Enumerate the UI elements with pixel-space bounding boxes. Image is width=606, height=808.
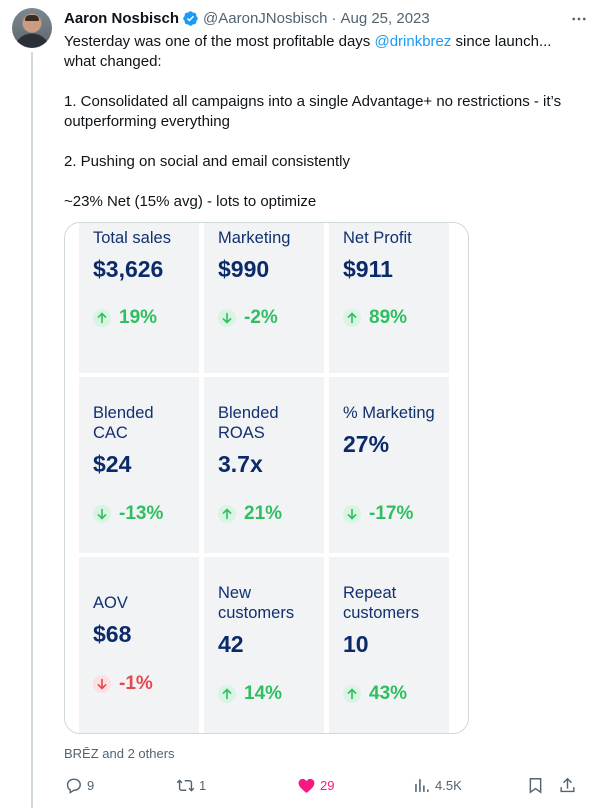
metric-label: Total sales — [93, 229, 171, 247]
metric-label: % Marketing — [343, 404, 435, 422]
bookmark-icon[interactable] — [526, 776, 545, 795]
repost-count: 1 — [199, 778, 207, 793]
views-button[interactable]: 4.5K — [412, 776, 462, 795]
view-count: 4.5K — [435, 778, 462, 793]
metric-change-value: -17% — [369, 503, 414, 524]
arrow-down-icon — [218, 309, 236, 327]
action-bar: 9 1 29 4.5K — [64, 774, 594, 796]
metric-value: 10 — [343, 631, 369, 657]
metric-label: Repeat customers — [343, 584, 420, 622]
like-button[interactable]: 29 — [297, 776, 334, 795]
metrics-image[interactable]: Total sales $3,626 19% Marketing $990 -2% Net … — [64, 222, 469, 734]
heart-filled-icon — [298, 778, 315, 793]
tweet: Aaron Nosbisch @AaronJNosbisch · Aug 25,… — [64, 8, 594, 794]
arrow-up-icon — [93, 309, 111, 327]
thread-line — [31, 52, 33, 808]
metric-change: -17% — [343, 503, 413, 525]
tweet-text-rest: since launch... what changed: 1. Consoli… — [64, 33, 562, 210]
metric-change: -2% — [218, 307, 278, 329]
metric-change: -13% — [93, 503, 163, 525]
metric-tile: Blended ROAS 3.7x 21% — [204, 377, 324, 553]
metric-change: 21% — [218, 503, 282, 525]
metric-value: 3.7x — [218, 451, 263, 477]
metric-label: Marketing — [218, 229, 291, 247]
metrics-grid: Total sales $3,626 19% Marketing $990 -2% Net … — [79, 223, 449, 733]
tweet-header: Aaron Nosbisch @AaronJNosbisch · Aug 25,… — [64, 8, 594, 28]
metric-value: 27% — [343, 431, 390, 457]
repost-icon — [176, 779, 195, 792]
metric-change-value: -1% — [119, 673, 153, 694]
metric-change: 14% — [218, 683, 282, 705]
share-icon[interactable] — [558, 776, 577, 795]
metric-change-value: 19% — [119, 307, 158, 328]
metric-change: 89% — [343, 307, 407, 329]
views-chart-icon — [415, 779, 429, 792]
metric-tile: Blended CAC $24 -13% — [79, 377, 199, 553]
author-name[interactable]: Aaron Nosbisch — [64, 9, 180, 27]
metric-change-value: 21% — [244, 503, 283, 524]
metric-tile: Repeat customers 10 43% — [329, 557, 449, 733]
arrow-down-icon — [343, 505, 361, 523]
metric-value: $68 — [93, 621, 132, 647]
arrow-up-icon — [218, 505, 236, 523]
separator: · — [331, 9, 337, 27]
metric-change-value: -13% — [119, 503, 164, 524]
metric-tile: % Marketing 27% -17% — [329, 377, 449, 553]
avatar[interactable] — [12, 8, 52, 48]
metric-value: 42 — [218, 631, 244, 657]
arrow-up-icon — [343, 309, 361, 327]
metric-change-value: -2% — [244, 307, 278, 328]
metric-value: $990 — [218, 256, 270, 282]
metric-tile: Net Profit $911 89% — [329, 223, 449, 373]
arrow-up-icon — [218, 685, 236, 703]
metric-change: 19% — [93, 307, 157, 329]
tweet-text: Yesterday was one of the most profitable… — [64, 32, 594, 212]
more-options-icon[interactable] — [570, 10, 588, 28]
metric-change: 43% — [343, 683, 407, 705]
metric-change-value: 89% — [369, 307, 408, 328]
reply-button[interactable]: 9 — [64, 776, 94, 795]
arrow-down-icon — [93, 505, 111, 523]
reply-count: 9 — [87, 778, 95, 793]
like-count: 29 — [320, 778, 335, 793]
metric-change: -1% — [93, 673, 153, 695]
metric-tile: AOV $68 -1% — [79, 557, 199, 733]
metric-label: New customers — [218, 584, 295, 622]
liked-by-text[interactable]: BRĒZ and 2 others — [64, 746, 175, 761]
post-date[interactable]: Aug 25, 2023 — [340, 9, 430, 27]
metric-label: AOV — [93, 594, 128, 612]
metric-change-value: 14% — [244, 683, 283, 704]
author-handle[interactable]: @AaronJNosbisch — [203, 9, 328, 27]
metric-value: $24 — [93, 451, 132, 477]
arrow-down-icon — [93, 675, 111, 693]
metric-value: $3,626 — [93, 256, 164, 282]
metric-tile: Total sales $3,626 19% — [79, 223, 199, 373]
verified-badge-icon — [183, 10, 198, 26]
reply-icon — [66, 778, 81, 794]
tweet-text-start: Yesterday was one of the most profitable… — [64, 33, 375, 50]
arrow-up-icon — [343, 685, 361, 703]
mention-link[interactable]: @drinkbrez — [374, 33, 452, 50]
repost-button[interactable]: 1 — [176, 776, 206, 795]
metric-label: Blended CAC — [93, 404, 154, 442]
metric-label: Blended ROAS — [218, 404, 279, 442]
metric-label: Net Profit — [343, 229, 412, 247]
metric-value: $911 — [343, 256, 393, 282]
metric-tile: New customers 42 14% — [204, 557, 324, 733]
metric-change-value: 43% — [369, 683, 408, 704]
metric-tile: Marketing $990 -2% — [204, 223, 324, 373]
